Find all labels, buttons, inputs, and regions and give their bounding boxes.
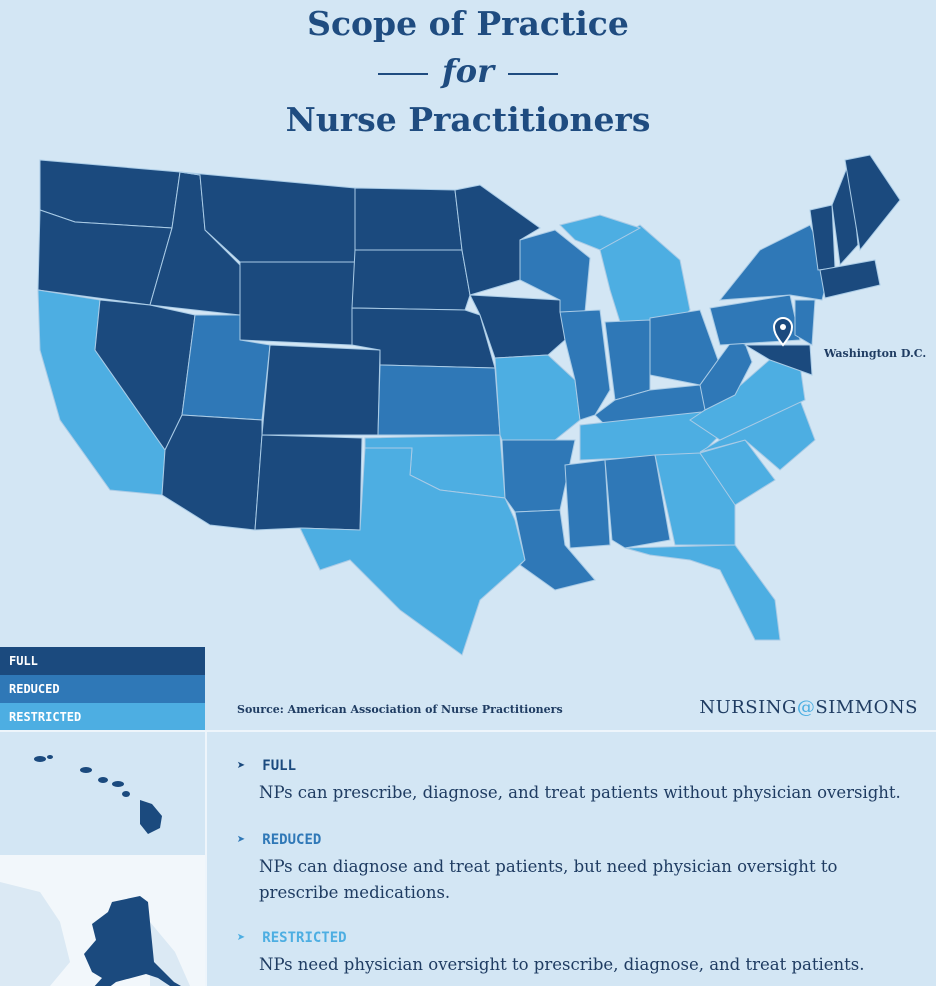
title-connector-row: for bbox=[0, 52, 936, 90]
definition: ➤ REDUCED NPs can diagnose and treat pat… bbox=[237, 832, 917, 906]
title-connector: for bbox=[442, 52, 494, 90]
title: Scope of Practice bbox=[307, 4, 629, 43]
state bbox=[514, 509, 596, 591]
dc-pin bbox=[772, 317, 794, 347]
separator bbox=[205, 730, 207, 986]
state bbox=[819, 259, 881, 299]
title: Nurse Practitioners bbox=[285, 100, 651, 139]
dc-pin-dot bbox=[780, 324, 786, 330]
state bbox=[559, 214, 642, 251]
state bbox=[354, 187, 463, 251]
state bbox=[559, 309, 611, 421]
state bbox=[494, 354, 581, 441]
state bbox=[794, 299, 816, 346]
definition-text: NPs need physician oversight to prescrib… bbox=[259, 955, 865, 974]
state bbox=[564, 459, 611, 549]
definition: ➤ FULL NPs can prescribe, diagnose, and … bbox=[237, 758, 917, 806]
definition-term: ➤ FULL bbox=[237, 758, 297, 774]
state bbox=[844, 154, 901, 252]
hawaii bbox=[34, 755, 162, 834]
state bbox=[604, 454, 671, 549]
brand-part: SIMMONS bbox=[815, 697, 918, 718]
state bbox=[351, 249, 471, 311]
state bbox=[377, 364, 501, 436]
definition-term: ➤ RESTRICTED bbox=[237, 930, 347, 946]
alaska bbox=[84, 896, 181, 986]
term-text: RESTRICTED bbox=[262, 930, 347, 946]
state bbox=[261, 344, 381, 436]
state bbox=[161, 414, 263, 531]
inset-maps bbox=[0, 755, 205, 986]
term-text: REDUCED bbox=[262, 832, 322, 848]
us-map: Washington D.C. bbox=[37, 154, 926, 656]
state bbox=[699, 328, 753, 411]
state bbox=[299, 447, 526, 656]
brand: NURSING@SIMMONS bbox=[699, 697, 918, 718]
definition-text: NPs can diagnose and treat patients, but… bbox=[259, 857, 838, 902]
state bbox=[501, 439, 576, 513]
state bbox=[743, 344, 813, 376]
definition-text: NPs can prescribe, diagnose, and treat p… bbox=[259, 783, 901, 802]
source: Source: American Association of Nurse Pr… bbox=[237, 703, 563, 716]
legend-full: FULL bbox=[0, 647, 205, 675]
canada bbox=[0, 882, 70, 986]
brand-at: @ bbox=[796, 697, 816, 718]
state bbox=[604, 319, 651, 401]
dc-label: Washington D.C. bbox=[823, 347, 926, 360]
term-text: FULL bbox=[262, 758, 297, 774]
state bbox=[254, 434, 363, 531]
legend-restricted: RESTRICTED bbox=[0, 703, 205, 731]
definition-term: ➤ REDUCED bbox=[237, 832, 322, 848]
state bbox=[624, 544, 781, 641]
brand-part: NURSING bbox=[699, 697, 797, 718]
separator bbox=[0, 730, 936, 732]
legend-reduced: REDUCED bbox=[0, 675, 205, 703]
definition: ➤ RESTRICTED NPs need physician oversigh… bbox=[237, 930, 917, 978]
state bbox=[239, 261, 356, 346]
